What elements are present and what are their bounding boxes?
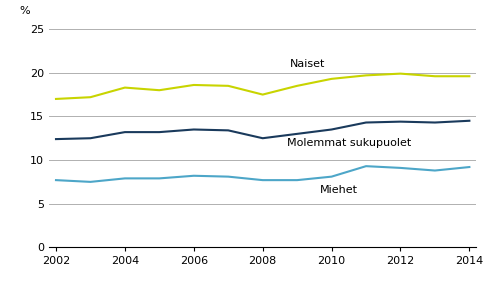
Text: Molemmat sukupuolet: Molemmat sukupuolet <box>287 138 411 148</box>
Text: Miehet: Miehet <box>320 185 357 195</box>
Text: %: % <box>19 6 30 16</box>
Text: Naiset: Naiset <box>290 59 325 69</box>
